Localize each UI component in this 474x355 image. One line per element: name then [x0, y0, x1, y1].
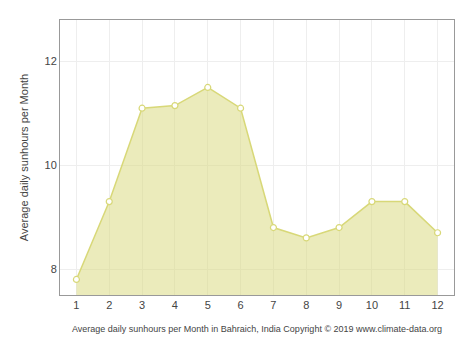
svg-text:6: 6 [238, 299, 244, 311]
svg-text:10: 10 [45, 159, 57, 171]
svg-text:10: 10 [366, 299, 378, 311]
svg-text:12: 12 [45, 55, 57, 67]
svg-text:4: 4 [172, 299, 178, 311]
svg-text:7: 7 [270, 299, 276, 311]
svg-text:Average daily sunhours per Mon: Average daily sunhours per Month in Bahr… [72, 324, 442, 334]
svg-text:9: 9 [336, 299, 342, 311]
svg-text:8: 8 [51, 263, 57, 275]
svg-text:1: 1 [73, 299, 79, 311]
svg-text:Average daily sunhours per Mon: Average daily sunhours per Month [18, 74, 30, 241]
svg-text:2: 2 [106, 299, 112, 311]
svg-text:3: 3 [139, 299, 145, 311]
svg-text:8: 8 [303, 299, 309, 311]
svg-text:5: 5 [205, 299, 211, 311]
svg-text:12: 12 [431, 299, 443, 311]
svg-text:11: 11 [399, 299, 410, 311]
